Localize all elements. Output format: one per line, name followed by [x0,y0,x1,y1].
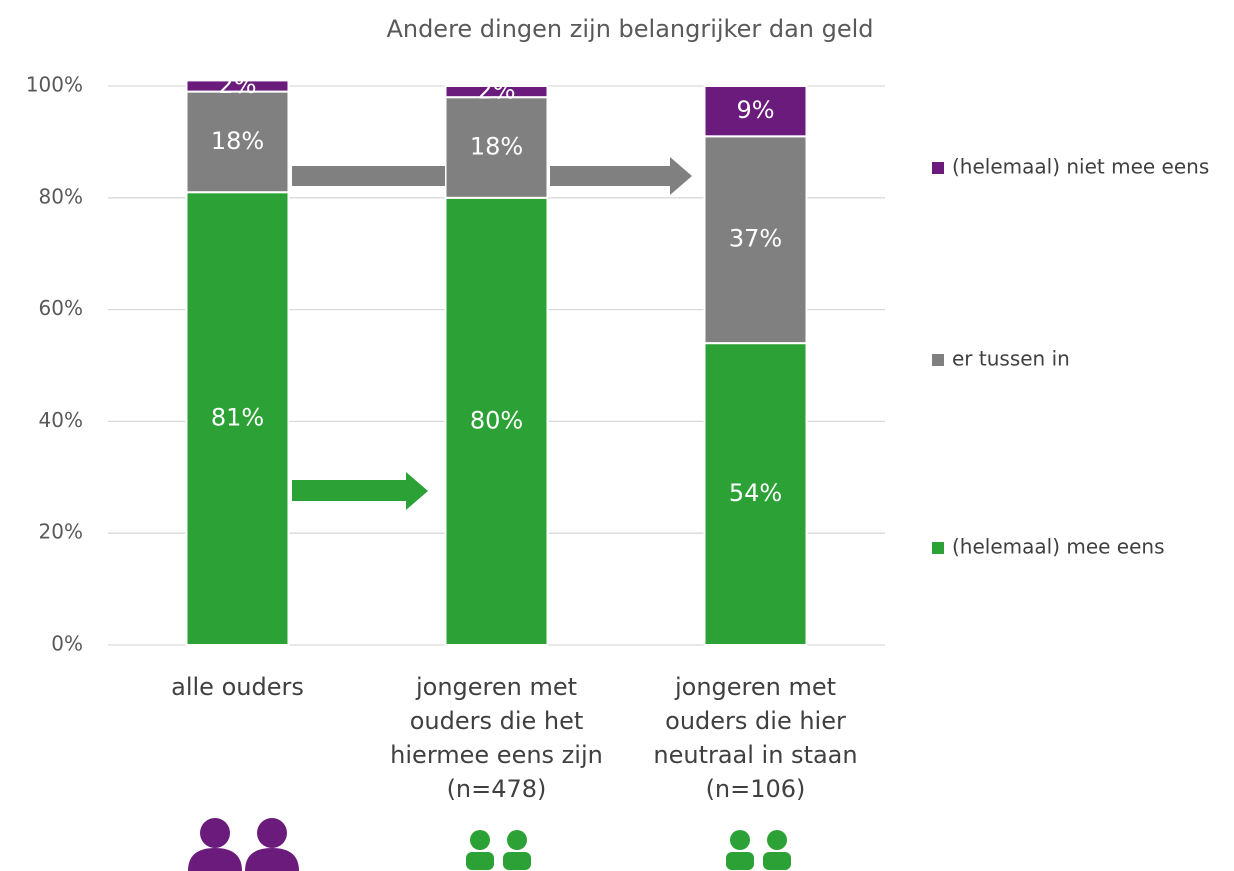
data-label: 37% [729,225,782,253]
legend-label: (helemaal) mee eens [952,535,1165,559]
icons [188,818,299,871]
y-tick-label: 60% [39,296,83,320]
chart-title: Andere dingen zijn belangrijker dan geld [386,15,873,43]
icon [245,848,299,871]
icon [763,852,791,870]
icon [466,852,494,870]
x-tick-label: jongeren met ouders die hier neutraal in… [653,673,858,803]
bar-segment [185,79,290,93]
y-tick-label: 20% [39,520,83,544]
green-arrow [292,472,428,510]
y-tick-label: 80% [39,184,83,208]
legend-label: (helemaal) niet mee eens [952,155,1209,179]
data-label: 2% [218,71,256,99]
gray-arrow [292,166,445,186]
y-tick-label: 40% [39,408,83,432]
data-label: 80% [470,406,523,434]
data-label: 2% [477,77,515,105]
icon [507,830,527,850]
bar-segment [444,85,549,99]
icon [503,852,531,870]
bar-segment [185,90,290,194]
icon [188,848,242,871]
data-label: 54% [729,479,782,507]
icon [257,818,287,848]
legend-swatch [932,542,944,554]
icons [466,830,791,870]
icon [730,830,750,850]
y-tick-label: 100% [26,73,83,97]
arrows [292,157,692,510]
legend-label: er tussen in [952,347,1070,371]
data-label: 81% [211,404,264,432]
bar-segment [185,191,290,647]
bar-segment [444,196,549,647]
data-label: 9% [736,96,774,124]
legend-swatch [932,354,944,366]
x-tick-label: jongeren met ouders die het hiermee eens… [390,673,603,803]
x-tick-label: alle ouders [171,673,304,701]
data-label: 18% [470,132,523,160]
y-tick-label: 0% [51,632,83,656]
icon [200,818,230,848]
data-label: 18% [211,127,264,155]
legend-swatch [932,162,944,174]
icon [767,830,787,850]
bar-segment [444,96,549,199]
icon [470,830,490,850]
gray-arrow [550,157,692,195]
bar-segment [703,85,808,138]
bars [185,79,808,647]
icon [726,852,754,870]
